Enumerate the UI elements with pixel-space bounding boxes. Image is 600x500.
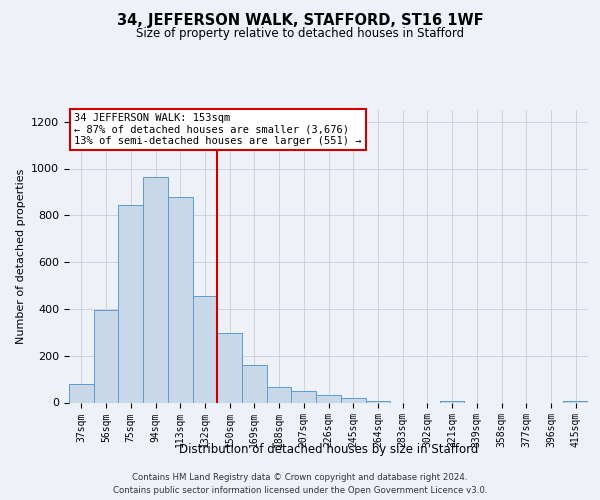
Bar [440,400,464,402]
Bar [267,388,292,402]
Bar [94,310,118,402]
Bar [118,205,143,402]
Bar [292,391,316,402]
Bar [563,400,588,402]
Bar [242,365,267,403]
Bar [69,384,94,402]
Bar [168,196,193,402]
Text: 34 JEFFERSON WALK: 153sqm
← 87% of detached houses are smaller (3,676)
13% of se: 34 JEFFERSON WALK: 153sqm ← 87% of detac… [74,113,362,146]
Text: Size of property relative to detached houses in Stafford: Size of property relative to detached ho… [136,28,464,40]
Bar [316,396,341,402]
Bar [365,400,390,402]
Y-axis label: Number of detached properties: Number of detached properties [16,168,26,344]
Text: 34, JEFFERSON WALK, STAFFORD, ST16 1WF: 34, JEFFERSON WALK, STAFFORD, ST16 1WF [116,12,484,28]
Bar [143,176,168,402]
Text: Contains HM Land Registry data © Crown copyright and database right 2024.: Contains HM Land Registry data © Crown c… [132,472,468,482]
Text: Distribution of detached houses by size in Stafford: Distribution of detached houses by size … [179,442,478,456]
Bar [193,296,217,403]
Bar [217,334,242,402]
Bar [341,398,365,402]
Text: Contains public sector information licensed under the Open Government Licence v3: Contains public sector information licen… [113,486,487,495]
